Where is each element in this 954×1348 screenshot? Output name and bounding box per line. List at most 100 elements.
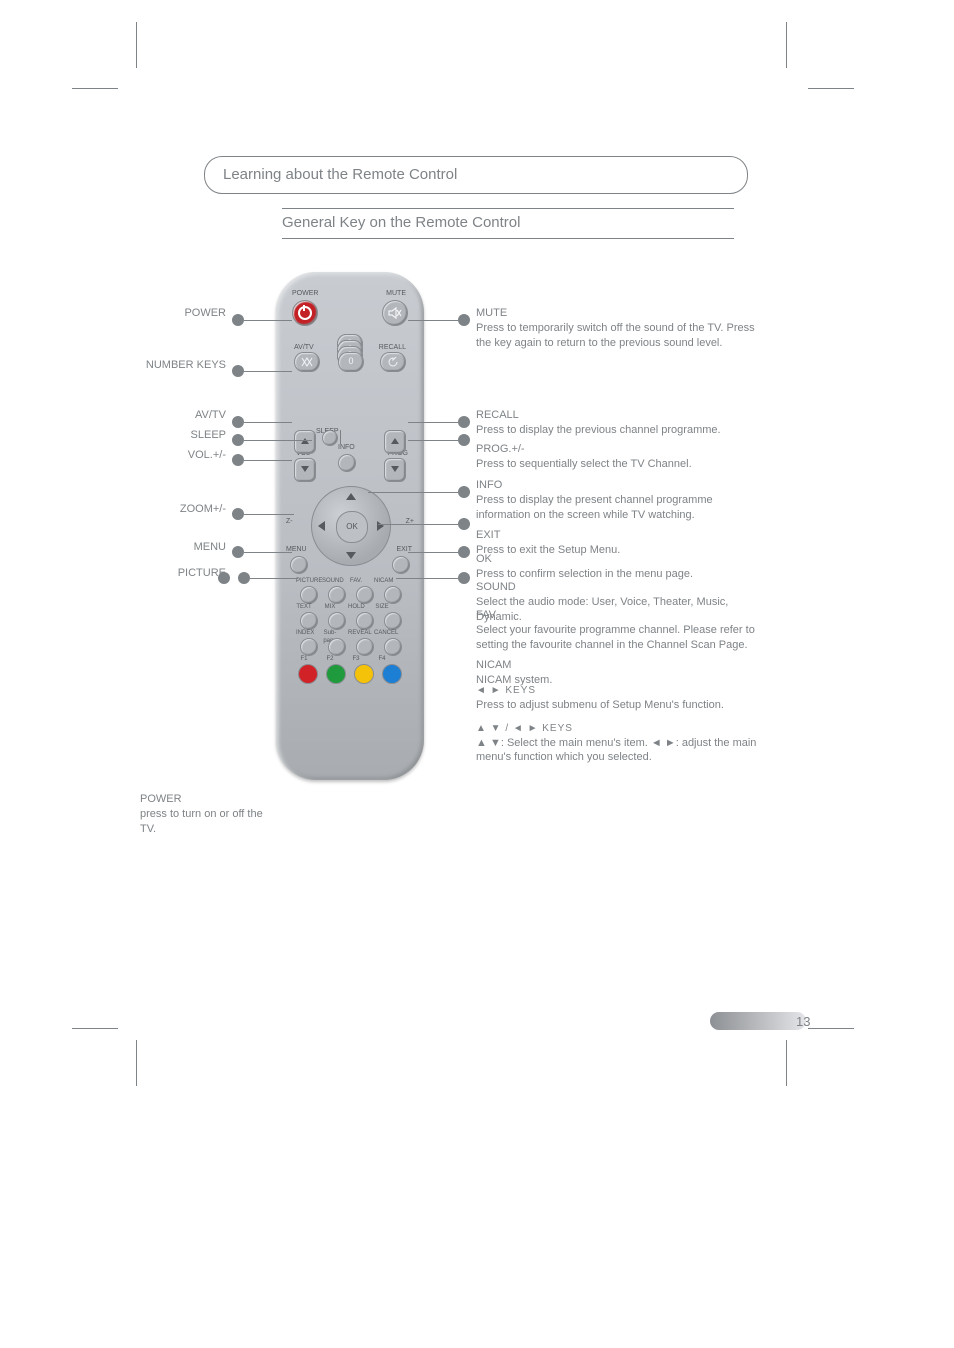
- fav-button[interactable]: [356, 586, 374, 604]
- callout-dot: [232, 416, 244, 428]
- callout-lead: [408, 320, 458, 321]
- callout-dot: [232, 546, 244, 558]
- row-b-labels: TEXTMIXHOLDSIZE: [296, 604, 390, 612]
- desc-power: POWERpress to turn on or off the TV.: [140, 792, 270, 837]
- size-button[interactable]: [384, 612, 402, 630]
- mute-icon: [388, 307, 402, 319]
- avtv-button[interactable]: [294, 352, 320, 372]
- text-button[interactable]: [300, 612, 318, 630]
- cursor-down-icon[interactable]: [346, 552, 356, 559]
- index-button[interactable]: [300, 638, 318, 656]
- vol-down[interactable]: [294, 458, 316, 482]
- f1-button[interactable]: [298, 664, 318, 684]
- crop-mark: [786, 22, 787, 68]
- cursor-glyph: ▲ ▼ / ◄ ► KEYS: [476, 722, 766, 736]
- recall-button[interactable]: [380, 352, 406, 372]
- exit-button[interactable]: [392, 556, 410, 574]
- callout-dot: [232, 454, 244, 466]
- callout-lead: [378, 524, 458, 525]
- nicam-button[interactable]: [384, 586, 402, 604]
- sound-button[interactable]: [328, 586, 346, 604]
- power-button[interactable]: [292, 300, 318, 326]
- desc-picture-l: PICTURE: [120, 566, 226, 581]
- crop-mark: [136, 22, 137, 68]
- crop-mark: [786, 1040, 787, 1086]
- row-a-labels: PICTURESOUNDFAV.NICAM: [296, 578, 390, 586]
- callout-dot: [232, 508, 244, 520]
- desc-mute: MUTEPress to temporarily switch off the …: [476, 306, 766, 351]
- ok-button[interactable]: OK: [336, 511, 368, 543]
- callout-lead: [408, 440, 458, 441]
- callout-lead: [244, 514, 294, 515]
- picture-button[interactable]: [300, 586, 318, 604]
- callout-dot: [238, 572, 250, 584]
- callout-dot: [458, 416, 470, 428]
- f2-button[interactable]: [326, 664, 346, 684]
- desc-num-l: NUMBER KEYS: [140, 358, 226, 373]
- callout-dot: [458, 314, 470, 326]
- mute-label: MUTE: [386, 290, 406, 299]
- callout-lead: [244, 371, 292, 372]
- row-a: [300, 586, 402, 604]
- prog-up[interactable]: [384, 430, 406, 454]
- desc-menu-l: MENU: [140, 540, 226, 555]
- callout-lead: [250, 578, 298, 579]
- f3-button[interactable]: [354, 664, 374, 684]
- crop-mark: [72, 88, 118, 89]
- desc-recall: RECALLPress to display the previous chan…: [476, 408, 766, 438]
- callout-lead: [244, 552, 292, 553]
- exit-label: EXIT: [396, 546, 412, 555]
- divider: [340, 430, 341, 444]
- vol-up[interactable]: [294, 430, 316, 454]
- callout-lead: [368, 492, 458, 493]
- desc-vol-l: VOL.+/-: [140, 448, 226, 463]
- desc-prog: PROG.+/-Press to sequentially select the…: [476, 442, 766, 472]
- callout-dot: [458, 546, 470, 558]
- desc-avtv-l: AV/TV: [140, 408, 226, 423]
- f4-button[interactable]: [382, 664, 402, 684]
- desc-lrkeys: ◄ ► KEYSPress to adjust submenu of Setup…: [476, 684, 766, 712]
- recall-icon: [387, 357, 399, 367]
- cursor-left-icon[interactable]: [318, 521, 325, 531]
- section-title-pill: Learning about the Remote Control: [204, 156, 748, 194]
- desc-power-l: POWER: [140, 306, 226, 321]
- desc-zoom-l: ZOOM+/-: [140, 502, 226, 517]
- info-button[interactable]: [338, 454, 356, 472]
- num-0[interactable]: 0: [338, 352, 364, 372]
- desc-info: INFOPress to display the present channel…: [476, 478, 766, 523]
- cancel-button[interactable]: [384, 638, 402, 656]
- menu-button[interactable]: [290, 556, 308, 574]
- crop-mark: [808, 88, 854, 89]
- cursor-right-icon[interactable]: [377, 521, 384, 531]
- callout-lead: [244, 422, 292, 423]
- avtv-icon: [301, 357, 313, 367]
- callout-dot: [458, 434, 470, 446]
- desc-fav: FAVSelect your favourite programme chann…: [476, 608, 766, 653]
- mix-button[interactable]: [328, 612, 346, 630]
- callout-dot: [458, 518, 470, 530]
- subpage-button[interactable]: [328, 638, 346, 656]
- callout-dot: [232, 314, 244, 326]
- crop-mark: [136, 1040, 137, 1086]
- row-b: [300, 612, 402, 630]
- row-f: [298, 664, 402, 684]
- power-label: POWER: [292, 290, 318, 299]
- subtitle-box: General Key on the Remote Control: [282, 208, 734, 239]
- callout-dot: [232, 434, 244, 446]
- subtitle: General Key on the Remote Control: [282, 214, 520, 231]
- power-icon: [298, 306, 312, 320]
- callout-dot: [232, 365, 244, 377]
- callout-dot: [458, 486, 470, 498]
- callout-lead: [244, 440, 312, 441]
- mute-button[interactable]: [382, 300, 408, 326]
- callout-lead: [408, 422, 458, 423]
- sleep-button[interactable]: [322, 430, 338, 446]
- zminus-label: Z-: [286, 518, 293, 527]
- callout-lead: [396, 578, 458, 579]
- reveal-button[interactable]: [356, 638, 374, 656]
- leftright-glyph: ◄ ► KEYS: [476, 684, 766, 698]
- prog-down[interactable]: [384, 458, 406, 482]
- hold-button[interactable]: [356, 612, 374, 630]
- cursor-up-icon[interactable]: [346, 493, 356, 500]
- crop-mark: [72, 1028, 118, 1029]
